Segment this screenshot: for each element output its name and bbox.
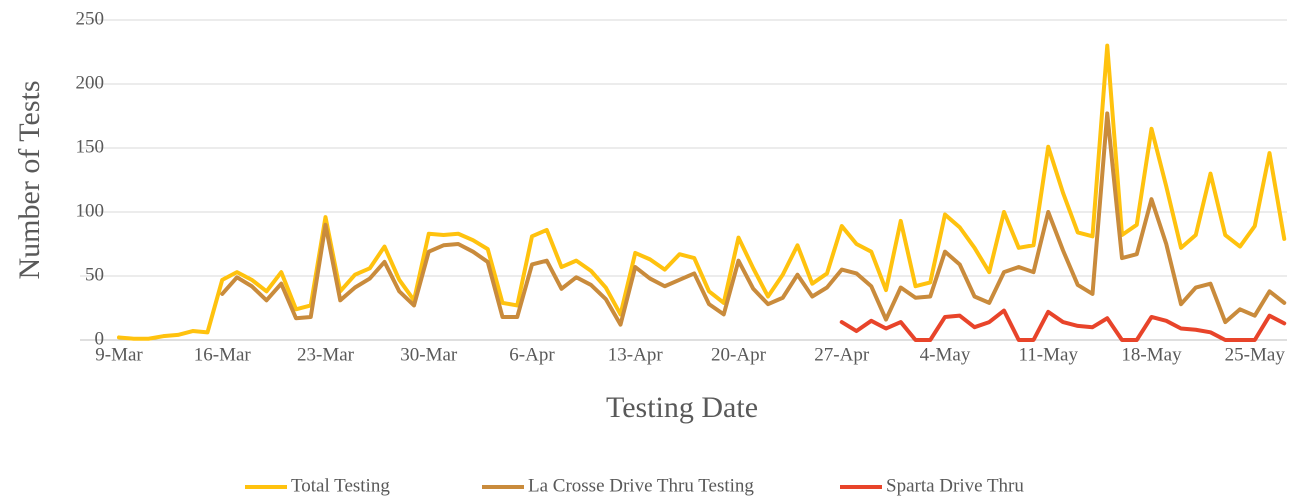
x-tick-label: 9-Mar <box>95 344 143 365</box>
x-tick-label: 6-Apr <box>509 344 555 365</box>
x-tick-label: 18-May <box>1121 344 1182 365</box>
x-tick-label: 23-Mar <box>297 344 355 365</box>
series-line <box>117 43 1287 341</box>
x-tick-label: 27-Apr <box>814 344 870 365</box>
x-tick-label: 25-May <box>1225 344 1286 365</box>
x-tick-label: 30-Mar <box>400 344 458 365</box>
y-axis-title: Number of Tests <box>13 81 46 280</box>
legend-label: Total Testing <box>291 475 390 496</box>
y-tick-label: 100 <box>76 200 105 221</box>
legend-label: Sparta Drive Thru <box>886 475 1024 496</box>
x-tick-label: 4-May <box>920 344 971 365</box>
x-axis-title: Testing Date <box>606 391 758 424</box>
y-tick-label: 250 <box>76 8 105 29</box>
legend-label: La Crosse Drive Thru Testing <box>528 475 754 496</box>
x-tick-label: 16-Mar <box>194 344 252 365</box>
x-tick-label: 20-Apr <box>711 344 767 365</box>
y-tick-label: 200 <box>76 72 105 93</box>
x-tick-label: 13-Apr <box>608 344 664 365</box>
y-tick-label: 50 <box>85 264 104 285</box>
x-tick-label: 11-May <box>1019 344 1079 365</box>
y-tick-label: 0 <box>95 328 105 349</box>
y-tick-label: 150 <box>76 136 105 157</box>
series-line <box>220 111 1287 327</box>
series-line <box>839 308 1287 342</box>
